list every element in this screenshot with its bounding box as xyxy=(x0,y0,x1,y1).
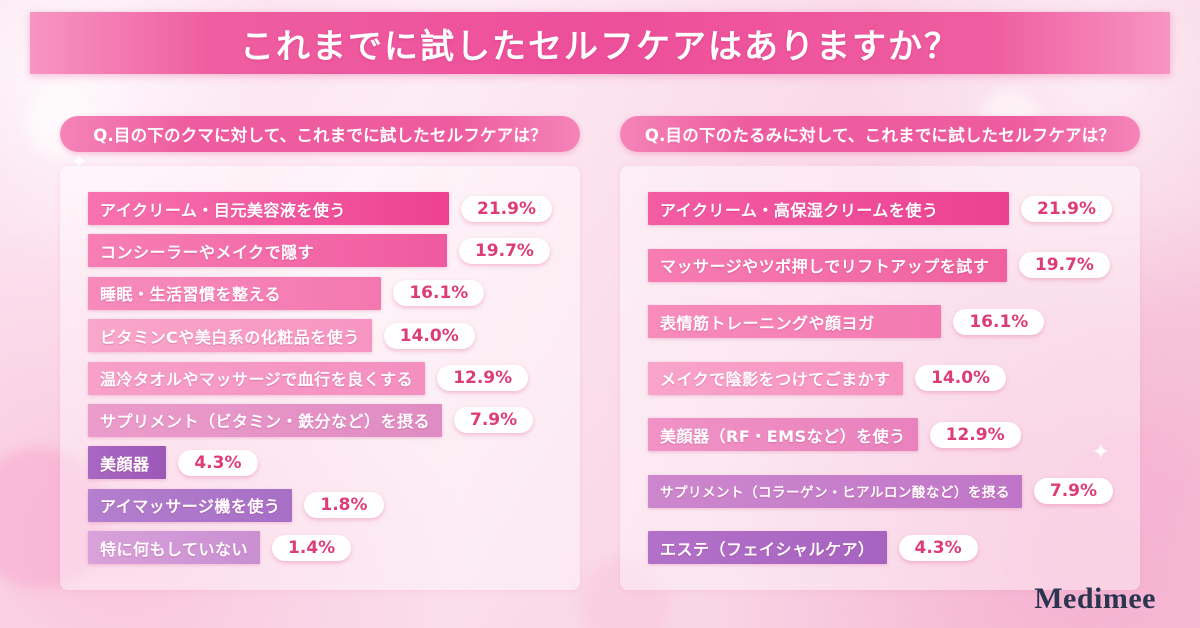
bar-label: ビタミンCや美白系の化粧品を使う xyxy=(100,327,360,347)
bar-row: サプリメント（ビタミン・鉄分など）を摂る 7.9% xyxy=(88,403,552,437)
bar-label: エステ（フェイシャルケア） xyxy=(660,539,875,559)
percentage-badge: 16.1% xyxy=(393,280,485,307)
percentage-badge: 7.9% xyxy=(1033,478,1114,504)
bar: アイクリーム・目元美容液を使う xyxy=(88,192,450,225)
bar-label: サプリメント（ビタミン・鉄分など）を摂る xyxy=(100,412,431,432)
chart-panel-sagging: アイクリーム・高保湿クリームを使う 21.9% マッサージやツボ押しでリフトアップを… xyxy=(620,166,1140,590)
bar: サプリメント（ビタミン・鉄分など）を摂る xyxy=(88,403,443,437)
bar-label: 特に何もしていない xyxy=(100,539,249,559)
bar-label: アイマッサージ機を使う xyxy=(100,497,281,517)
bar-row: アイマッサージ機を使う 1.8% xyxy=(88,488,552,522)
bar-label: アイクリーム・目元美容液を使う xyxy=(100,200,346,220)
bar-list: アイクリーム・高保湿クリームを使う 21.9% マッサージやツボ押しでリフトアップを… xyxy=(648,192,1114,564)
charts-container: Q.目の下のクマに対して、これまでに試したセルフケアは？ アイクリーム・目元美容… xyxy=(60,116,1140,590)
bar-row: エステ（フェイシャルケア） 4.3% xyxy=(648,531,1112,564)
bar-row: 温冷タオルやマッサージで血行を良くする 12.9% xyxy=(88,361,552,395)
chart-sagging: Q.目の下のたるみに対して、これまでに試したセルフケアは？ アイクリーム・高保湿… xyxy=(620,116,1140,590)
percentage-badge: 21.9% xyxy=(461,195,552,222)
percentage-badge: 1.4% xyxy=(272,534,352,561)
bar-row: マッサージやツボ押しでリフトアップを試す 19.7% xyxy=(648,248,1112,282)
bar-row: コンシーラーやメイクで隠す 19.7% xyxy=(88,234,552,268)
bar-label: 温冷タオルやマッサージで血行を良くする xyxy=(100,370,414,389)
bar-label: コンシーラーやメイクで隠す xyxy=(100,242,315,262)
bar-row: サプリメント（コラーゲン・ヒアルロン酸など）を摂る 7.9% xyxy=(648,474,1114,508)
bar: 美顔器（RF・EMSなど）を使う xyxy=(648,418,918,451)
bar-list: アイクリーム・目元美容液を使う 21.9% コンシーラーやメイクで隠す 19.7% 睡眠… xyxy=(88,192,552,564)
chart-panel-dark-circles: アイクリーム・目元美容液を使う 21.9% コンシーラーやメイクで隠す 19.7% 睡眠… xyxy=(60,166,580,590)
bar-row: ビタミンCや美白系の化粧品を使う 14.0% xyxy=(88,319,552,353)
bar: 美顔器 xyxy=(88,446,167,480)
question-pill-sagging: Q.目の下のたるみに対して、これまでに試したセルフケアは？ xyxy=(620,116,1140,152)
bar: 特に何もしていない xyxy=(88,531,261,564)
bar: アイマッサージ機を使う xyxy=(88,488,293,522)
bar: 温冷タオルやマッサージで血行を良くする xyxy=(88,361,426,395)
question-pill-dark-circles: Q.目の下のクマに対して、これまでに試したセルフケアは？ xyxy=(60,116,580,152)
percentage-badge: 19.7% xyxy=(458,237,550,264)
bar-label: 美顔器 xyxy=(100,454,150,474)
bar-row: 美顔器 4.3% xyxy=(88,446,552,480)
bar: メイクで陰影をつけてごまかす xyxy=(648,361,904,395)
bar-row: メイクで陰影をつけてごまかす 14.0% xyxy=(648,361,1112,395)
percentage-badge: 1.8% xyxy=(304,492,384,519)
bar-label: 美顔器（RF・EMSなど）を使う xyxy=(660,426,906,446)
bar: コンシーラーやメイクで隠す xyxy=(88,234,447,268)
bar: アイクリーム・高保湿クリームを使う xyxy=(648,192,1010,225)
bar-row: 美顔器（RF・EMSなど）を使う 12.9% xyxy=(648,418,1112,451)
bar-row: アイクリーム・高保湿クリームを使う 21.9% xyxy=(648,192,1112,225)
bar-row: 表情筋トレーニングや顔ヨガ 16.1% xyxy=(648,305,1112,338)
bar-label: メイクで陰影をつけてごまかす xyxy=(660,370,891,389)
percentage-badge: 16.1% xyxy=(953,308,1045,335)
bar-label: サプリメント（コラーゲン・ヒアルロン酸など）を摂る xyxy=(660,485,1010,501)
percentage-badge: 12.9% xyxy=(929,421,1021,448)
page-title: これまでに試したセルフケアはありますか？ xyxy=(240,26,960,67)
bar: サプリメント（コラーゲン・ヒアルロン酸など）を摂る xyxy=(648,474,1022,508)
bar: エステ（フェイシャルケア） xyxy=(648,531,887,564)
bar-row: アイクリーム・目元美容液を使う 21.9% xyxy=(88,192,552,225)
percentage-badge: 7.9% xyxy=(454,407,534,434)
percentage-badge: 14.0% xyxy=(915,365,1007,391)
question-text: Q.目の下のたるみに対して、これまでに試したセルフケアは？ xyxy=(644,126,1116,145)
title-banner: これまでに試したセルフケアはありますか？ xyxy=(30,12,1170,74)
percentage-badge: 4.3% xyxy=(898,534,978,561)
chart-dark-circles: Q.目の下のクマに対して、これまでに試したセルフケアは？ アイクリーム・目元美容… xyxy=(60,116,580,590)
bar-label: アイクリーム・高保湿クリームを使う xyxy=(660,200,939,220)
bar: ビタミンCや美白系の化粧品を使う xyxy=(88,319,372,353)
percentage-badge: 12.9% xyxy=(437,365,529,391)
bar-row: 特に何もしていない 1.4% xyxy=(88,531,552,564)
bar-label: 睡眠・生活習慣を整える xyxy=(100,285,282,305)
percentage-badge: 19.7% xyxy=(1018,252,1110,278)
percentage-badge: 21.9% xyxy=(1021,195,1112,222)
question-text: Q.目の下のクマに対して、これまでに試したセルフケアは？ xyxy=(93,126,547,145)
bar-label: マッサージやツボ押しでリフトアップを試す xyxy=(660,257,990,276)
bar: 表情筋トレーニングや顔ヨガ xyxy=(648,305,942,338)
percentage-badge: 14.0% xyxy=(383,322,475,349)
bar: 睡眠・生活習慣を整える xyxy=(88,276,382,310)
percentage-badge: 4.3% xyxy=(178,449,258,476)
bar-row: 睡眠・生活習慣を整える 16.1% xyxy=(88,276,552,310)
brand-logo: Medimee xyxy=(1034,582,1156,615)
bar: マッサージやツボ押しでリフトアップを試す xyxy=(648,248,1007,282)
bar-label: 表情筋トレーニングや顔ヨガ xyxy=(660,313,875,333)
